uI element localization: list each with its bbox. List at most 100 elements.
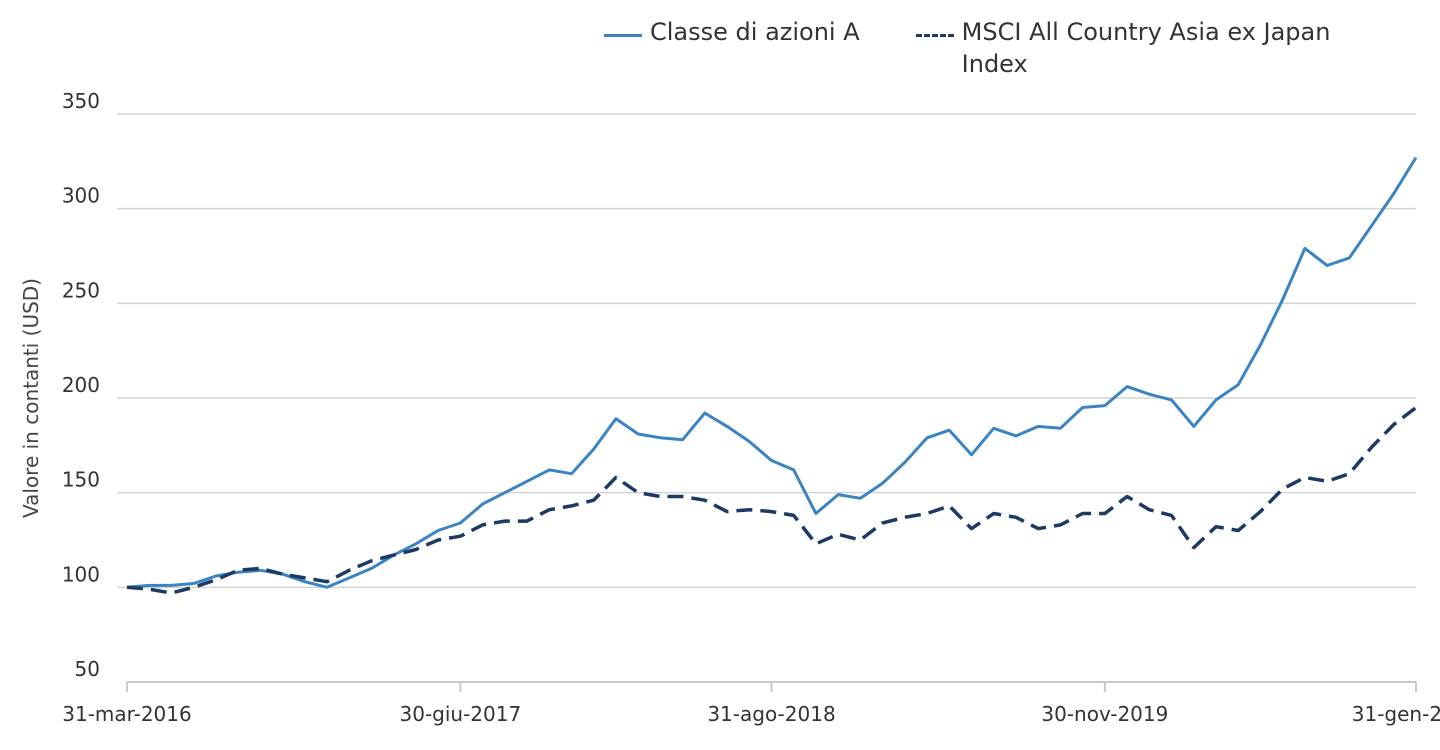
data-point[interactable] <box>814 511 818 515</box>
data-point[interactable] <box>481 523 485 527</box>
data-point[interactable] <box>1303 476 1307 480</box>
data-point[interactable] <box>303 576 307 580</box>
data-point[interactable] <box>525 479 529 483</box>
data-point[interactable] <box>325 585 329 589</box>
data-point[interactable] <box>836 493 840 497</box>
data-point[interactable] <box>947 504 951 508</box>
data-point[interactable] <box>503 491 507 495</box>
data-point[interactable] <box>436 538 440 542</box>
data-point[interactable] <box>392 553 396 557</box>
data-point[interactable] <box>436 529 440 533</box>
data-point[interactable] <box>1214 525 1218 529</box>
data-point[interactable] <box>569 504 573 508</box>
data-point[interactable] <box>792 513 796 517</box>
data-point[interactable] <box>236 568 240 572</box>
data-point[interactable] <box>970 453 974 457</box>
data-point[interactable] <box>881 521 885 525</box>
data-point[interactable] <box>747 440 751 444</box>
data-point[interactable] <box>1192 546 1196 550</box>
data-point[interactable] <box>1081 405 1085 409</box>
data-point[interactable] <box>1392 423 1396 427</box>
data-point[interactable] <box>369 566 373 570</box>
data-point[interactable] <box>1303 246 1307 250</box>
data-point[interactable] <box>1014 515 1018 519</box>
data-point[interactable] <box>925 511 929 515</box>
data-point[interactable] <box>1170 513 1174 517</box>
data-point[interactable] <box>347 576 351 580</box>
data-point[interactable] <box>1081 511 1085 515</box>
data-point[interactable] <box>614 417 618 421</box>
data-point[interactable] <box>1103 404 1107 408</box>
data-point[interactable] <box>636 432 640 436</box>
data-point[interactable] <box>881 481 885 485</box>
data-point[interactable] <box>858 538 862 542</box>
data-point[interactable] <box>547 508 551 512</box>
data-point[interactable] <box>125 585 129 589</box>
data-point[interactable] <box>925 436 929 440</box>
data-point[interactable] <box>503 519 507 523</box>
data-point[interactable] <box>1014 434 1018 438</box>
data-point[interactable] <box>414 542 418 546</box>
data-point[interactable] <box>658 494 662 498</box>
data-point[interactable] <box>725 510 729 514</box>
data-point[interactable] <box>481 502 485 506</box>
data-point[interactable] <box>147 587 151 591</box>
data-point[interactable] <box>592 447 596 451</box>
data-point[interactable] <box>414 547 418 551</box>
data-point[interactable] <box>1036 424 1040 428</box>
data-point[interactable] <box>1281 487 1285 491</box>
data-point[interactable] <box>147 583 151 587</box>
data-point[interactable] <box>1147 508 1151 512</box>
data-point[interactable] <box>1170 398 1174 402</box>
data-point[interactable] <box>169 591 173 595</box>
data-point[interactable] <box>347 568 351 572</box>
data-point[interactable] <box>303 580 307 584</box>
data-point[interactable] <box>947 428 951 432</box>
data-point[interactable] <box>1125 494 1129 498</box>
data-point[interactable] <box>992 426 996 430</box>
data-point[interactable] <box>636 491 640 495</box>
data-point[interactable] <box>1325 263 1329 267</box>
data-point[interactable] <box>1058 523 1062 527</box>
data-point[interactable] <box>1258 510 1262 514</box>
data-point[interactable] <box>1192 424 1196 428</box>
data-point[interactable] <box>281 572 285 576</box>
data-point[interactable] <box>325 580 329 584</box>
data-point[interactable] <box>1370 445 1374 449</box>
data-point[interactable] <box>192 582 196 586</box>
data-point[interactable] <box>258 566 262 570</box>
data-point[interactable] <box>1214 398 1218 402</box>
data-point[interactable] <box>1414 156 1418 160</box>
data-point[interactable] <box>658 436 662 440</box>
data-point[interactable] <box>1414 405 1418 409</box>
data-point[interactable] <box>1392 192 1396 196</box>
data-point[interactable] <box>703 498 707 502</box>
data-point[interactable] <box>1258 343 1262 347</box>
data-point[interactable] <box>1281 298 1285 302</box>
data-point[interactable] <box>1125 385 1129 389</box>
data-point[interactable] <box>569 472 573 476</box>
data-point[interactable] <box>1236 383 1240 387</box>
data-point[interactable] <box>614 476 618 480</box>
data-point[interactable] <box>214 574 218 578</box>
data-point[interactable] <box>858 496 862 500</box>
data-point[interactable] <box>770 458 774 462</box>
data-point[interactable] <box>814 542 818 546</box>
data-point[interactable] <box>1370 224 1374 228</box>
data-point[interactable] <box>970 527 974 531</box>
legend-item-share-class[interactable]: Classe di azioni A <box>604 16 860 80</box>
data-point[interactable] <box>1058 426 1062 430</box>
data-point[interactable] <box>458 521 462 525</box>
data-point[interactable] <box>836 532 840 536</box>
data-point[interactable] <box>1325 479 1329 483</box>
data-point[interactable] <box>592 498 596 502</box>
data-point[interactable] <box>1147 392 1151 396</box>
data-point[interactable] <box>992 511 996 515</box>
data-point[interactable] <box>458 534 462 538</box>
data-point[interactable] <box>525 519 529 523</box>
data-point[interactable] <box>1236 529 1240 533</box>
data-point[interactable] <box>169 583 173 587</box>
data-point[interactable] <box>747 508 751 512</box>
data-point[interactable] <box>1347 472 1351 476</box>
data-point[interactable] <box>792 468 796 472</box>
